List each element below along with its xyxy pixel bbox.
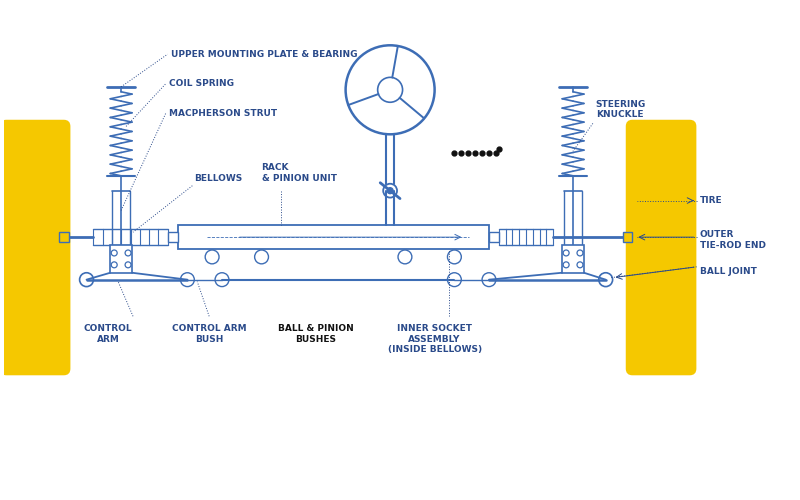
Text: INNER SOCKET
ASSEMBLY
(INSIDE BELLOWS): INNER SOCKET ASSEMBLY (INSIDE BELLOWS)	[387, 324, 482, 354]
Text: STEERING
KNUCKLE: STEERING KNUCKLE	[596, 100, 646, 119]
Bar	[562, 245, 584, 272]
FancyBboxPatch shape	[1, 120, 70, 374]
Bar	[110, 245, 132, 272]
Text: CONTROL
ARM: CONTROL ARM	[84, 324, 133, 344]
Text: RACK
& PINION UNIT: RACK & PINION UNIT	[262, 164, 337, 183]
Text: MACPHERSON STRUT: MACPHERSON STRUT	[169, 109, 277, 118]
Text: BELLOWS: BELLOWS	[194, 174, 242, 183]
Bar	[59, 232, 69, 242]
Bar	[622, 232, 632, 242]
Text: BALL JOINT: BALL JOINT	[700, 268, 757, 276]
Bar	[168, 232, 178, 242]
Text: OUTER
TIE-ROD END: OUTER TIE-ROD END	[700, 230, 766, 250]
Bar	[489, 232, 499, 242]
Text: BALL & PINION
BUSHES: BALL & PINION BUSHES	[278, 324, 354, 344]
Bar	[178, 226, 489, 249]
Text: TIRE: TIRE	[700, 196, 722, 205]
FancyBboxPatch shape	[626, 120, 696, 374]
Text: UPPER MOUNTING PLATE & BEARING: UPPER MOUNTING PLATE & BEARING	[170, 50, 357, 58]
Text: COIL SPRING: COIL SPRING	[169, 80, 234, 88]
Circle shape	[387, 188, 393, 194]
Text: CONTROL ARM
BUSH: CONTROL ARM BUSH	[172, 324, 246, 344]
